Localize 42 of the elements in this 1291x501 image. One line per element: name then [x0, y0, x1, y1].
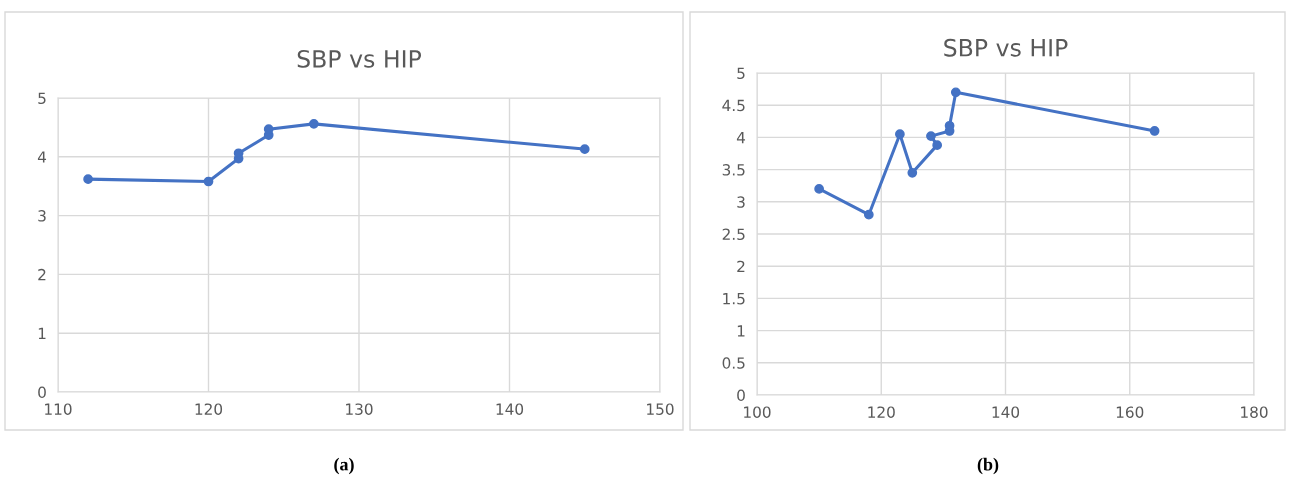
x-tick-label: 140: [496, 403, 524, 415]
y-tick-label: 2: [737, 260, 745, 272]
y-tick-label: 2.5: [722, 228, 745, 241]
point: [926, 131, 936, 141]
x-tick-label: 120: [868, 406, 895, 418]
y-tick-label: 0.5: [722, 357, 745, 369]
x-tick-label: 180: [1241, 406, 1268, 418]
x-tick-label: 150: [647, 403, 674, 415]
point: [83, 174, 93, 185]
x-tick-label: 160: [1116, 406, 1144, 418]
y-tick-label: 1: [38, 327, 46, 339]
x-tick-label: 120: [195, 403, 223, 415]
point: [863, 209, 874, 220]
point: [932, 140, 943, 150]
x-tick-label: 130: [346, 403, 373, 415]
y-tick-label: 1.5: [723, 293, 745, 305]
y-tick-label: 0: [38, 386, 46, 399]
y-tick-label: 0: [737, 389, 745, 402]
point: [950, 87, 961, 98]
chart-title: SBP vs HIP: [944, 38, 1068, 57]
point: [907, 167, 918, 178]
y-tick-label: 4: [736, 132, 746, 144]
y-tick-label: 4.5: [722, 99, 745, 112]
y-tick-label: 2: [38, 268, 46, 281]
text: (b): [977, 457, 999, 475]
text: (a): [334, 457, 354, 475]
point: [814, 184, 824, 194]
x-tick-label: 110: [45, 403, 72, 415]
y-tick-label: 3: [737, 196, 745, 208]
y-tick-label: 4: [37, 151, 47, 163]
chart-title: SBP vs HIP: [297, 49, 422, 68]
y-tick-label: 1: [737, 325, 745, 337]
y-tick-label: 5: [38, 92, 46, 105]
x-tick-label: 100: [744, 406, 771, 418]
point: [579, 144, 590, 155]
y-tick-label: 5: [737, 67, 745, 80]
point: [1149, 126, 1160, 136]
point: [203, 176, 214, 187]
y-tick-label: 3.5: [722, 164, 745, 176]
point: [308, 119, 319, 129]
x-tick-label: 140: [992, 406, 1020, 418]
y-tick-label: 3: [38, 210, 46, 222]
